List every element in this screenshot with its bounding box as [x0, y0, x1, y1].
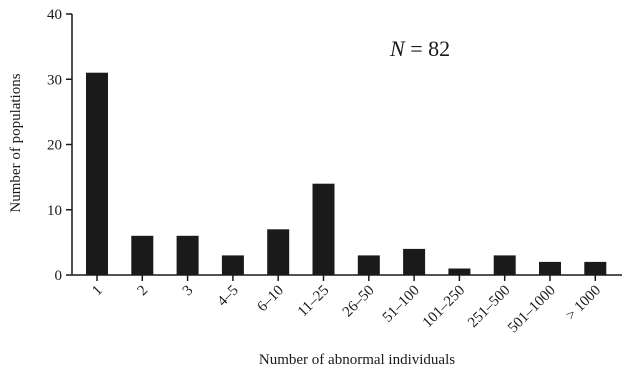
sample-size-symbol: N [389, 36, 406, 61]
bar-9 [493, 255, 516, 275]
bar-5 [312, 183, 335, 275]
bar-10 [539, 261, 561, 275]
bar-2 [176, 235, 199, 275]
y-tick-label-0: 0 [55, 268, 63, 284]
sample-size-annotation: N = 82 [389, 36, 450, 61]
bar-8 [448, 268, 471, 275]
x-tick-label-0: 1 [89, 283, 106, 300]
x-ticks-group: 1 2 3 4–5 6–10 11–25 26–50 51–100101–250251–500… [89, 275, 604, 336]
y-tick-label-4: 40 [47, 7, 62, 23]
bar-7 [403, 248, 426, 275]
x-tick-label-10: 501–1000 [505, 283, 559, 337]
y-ticks-group: 0 10 20 30 40 [47, 7, 72, 284]
x-tick-label-8: 101–250 [420, 283, 468, 331]
x-axis-label: Number of abnormal individuals [259, 352, 455, 368]
x-tick-label-7: 51–100 [380, 283, 423, 326]
y-tick-label-3: 30 [47, 72, 62, 88]
bar-11 [584, 261, 607, 275]
y-tick-label-1: 10 [47, 203, 62, 219]
x-tick-label-6: 26–50 [340, 283, 378, 321]
x-tick-label-5: 11–25 [295, 283, 332, 320]
bar-4 [267, 229, 290, 275]
y-tick-label-2: 20 [47, 138, 62, 154]
bar-3 [221, 255, 244, 275]
x-tick-label-2: 3 [180, 283, 197, 300]
sample-size-value: = 82 [405, 36, 450, 61]
x-tick-label-4: 6–10 [255, 283, 288, 316]
x-tick-label-3: 4–5 [215, 283, 242, 310]
y-axis-label: Number of populations [8, 73, 24, 212]
bar-6 [357, 255, 380, 275]
bar-1 [131, 235, 154, 275]
x-tick-label-1: 2 [135, 283, 152, 300]
x-tick-label-11: > 1000 [563, 283, 604, 324]
bar-0 [86, 72, 108, 275]
axes-group [71, 14, 622, 276]
bars-group [86, 72, 607, 275]
